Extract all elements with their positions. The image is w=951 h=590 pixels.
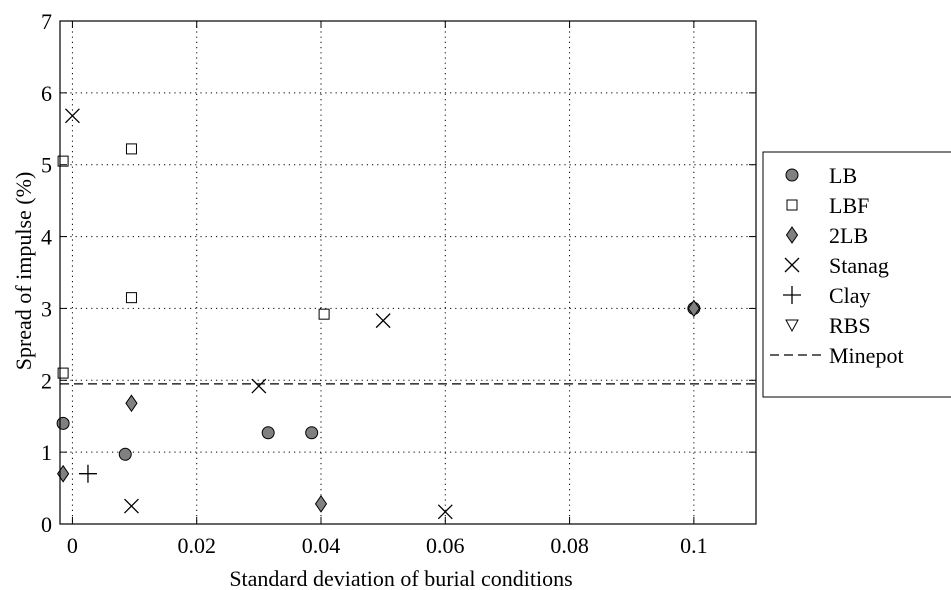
y-axis-label: Spread of impulse (%) xyxy=(11,172,36,371)
data-point xyxy=(56,416,70,430)
data-point xyxy=(375,313,391,329)
legend-label: 2LB xyxy=(829,223,868,248)
data-point xyxy=(57,367,69,379)
data-point xyxy=(314,494,328,513)
y-tick-label: 5 xyxy=(41,153,52,178)
data-point xyxy=(125,143,137,155)
data-point xyxy=(118,447,132,461)
y-tick-label: 1 xyxy=(41,440,52,465)
x-tick-label: 0.02 xyxy=(177,533,216,558)
data-point xyxy=(687,299,700,318)
legend-label: RBS xyxy=(829,313,871,338)
data-point xyxy=(318,308,330,320)
plot-frame xyxy=(59,20,757,525)
y-tick-label: 0 xyxy=(41,512,52,537)
x-tick-label: 0.1 xyxy=(680,533,708,558)
legend-swatch xyxy=(783,286,801,304)
data-point xyxy=(251,378,267,394)
axis-ticks: 0 0.02 0.04 0.06 0.08 0.1 0 1 2 3 4 5 6 7 xyxy=(41,9,756,558)
series-lbf xyxy=(57,143,330,379)
data-point xyxy=(305,426,319,440)
data-point xyxy=(124,498,139,514)
data-points xyxy=(56,108,701,520)
series-stanag xyxy=(64,108,453,520)
legend: LB LBF 2LB Stanag Clay RBS Minepot xyxy=(762,151,951,398)
legend-swatch xyxy=(785,168,799,182)
y-tick-label: 4 xyxy=(41,225,52,250)
data-point xyxy=(57,155,69,167)
x-tick-label: 0.06 xyxy=(426,533,465,558)
legend-label: LB xyxy=(829,163,857,188)
y-tick-label: 3 xyxy=(41,296,52,321)
data-point xyxy=(64,108,80,124)
legend-label: Minepot xyxy=(829,343,904,368)
data-point xyxy=(57,464,70,483)
legend-item: 2LB xyxy=(785,223,868,248)
y-tick-label: 7 xyxy=(41,9,52,34)
series-2lb xyxy=(57,299,700,513)
data-point xyxy=(261,426,275,440)
legend-label: Clay xyxy=(829,283,871,308)
legend-item: LBF xyxy=(786,193,869,218)
legend-item: LB xyxy=(785,163,857,188)
x-tick-label: 0.04 xyxy=(302,533,341,558)
data-point xyxy=(78,464,97,483)
legend-box xyxy=(762,151,951,398)
x-tick-label: 0.08 xyxy=(550,533,589,558)
legend-label: Stanag xyxy=(829,253,889,278)
legend-swatch xyxy=(785,226,799,244)
legend-item: Stanag xyxy=(784,253,889,278)
grid xyxy=(60,20,756,525)
data-point xyxy=(125,292,137,304)
x-tick-label: 0 xyxy=(67,533,78,558)
y-tick-label: 6 xyxy=(41,81,52,106)
data-point xyxy=(437,504,453,520)
legend-swatch xyxy=(786,199,798,211)
y-tick-label: 2 xyxy=(41,368,52,393)
legend-item: RBS xyxy=(785,313,871,338)
legend-item: Clay xyxy=(783,283,871,308)
legend-items: LB LBF 2LB Stanag Clay RBS Minepot xyxy=(770,163,904,368)
series-clay xyxy=(78,464,97,483)
x-axis-label: Standard deviation of burial conditions xyxy=(229,566,572,590)
data-point xyxy=(125,394,138,413)
legend-label: LBF xyxy=(829,193,869,218)
legend-swatch xyxy=(785,319,799,333)
legend-swatch xyxy=(784,257,800,273)
legend-item: Minepot xyxy=(770,343,904,368)
